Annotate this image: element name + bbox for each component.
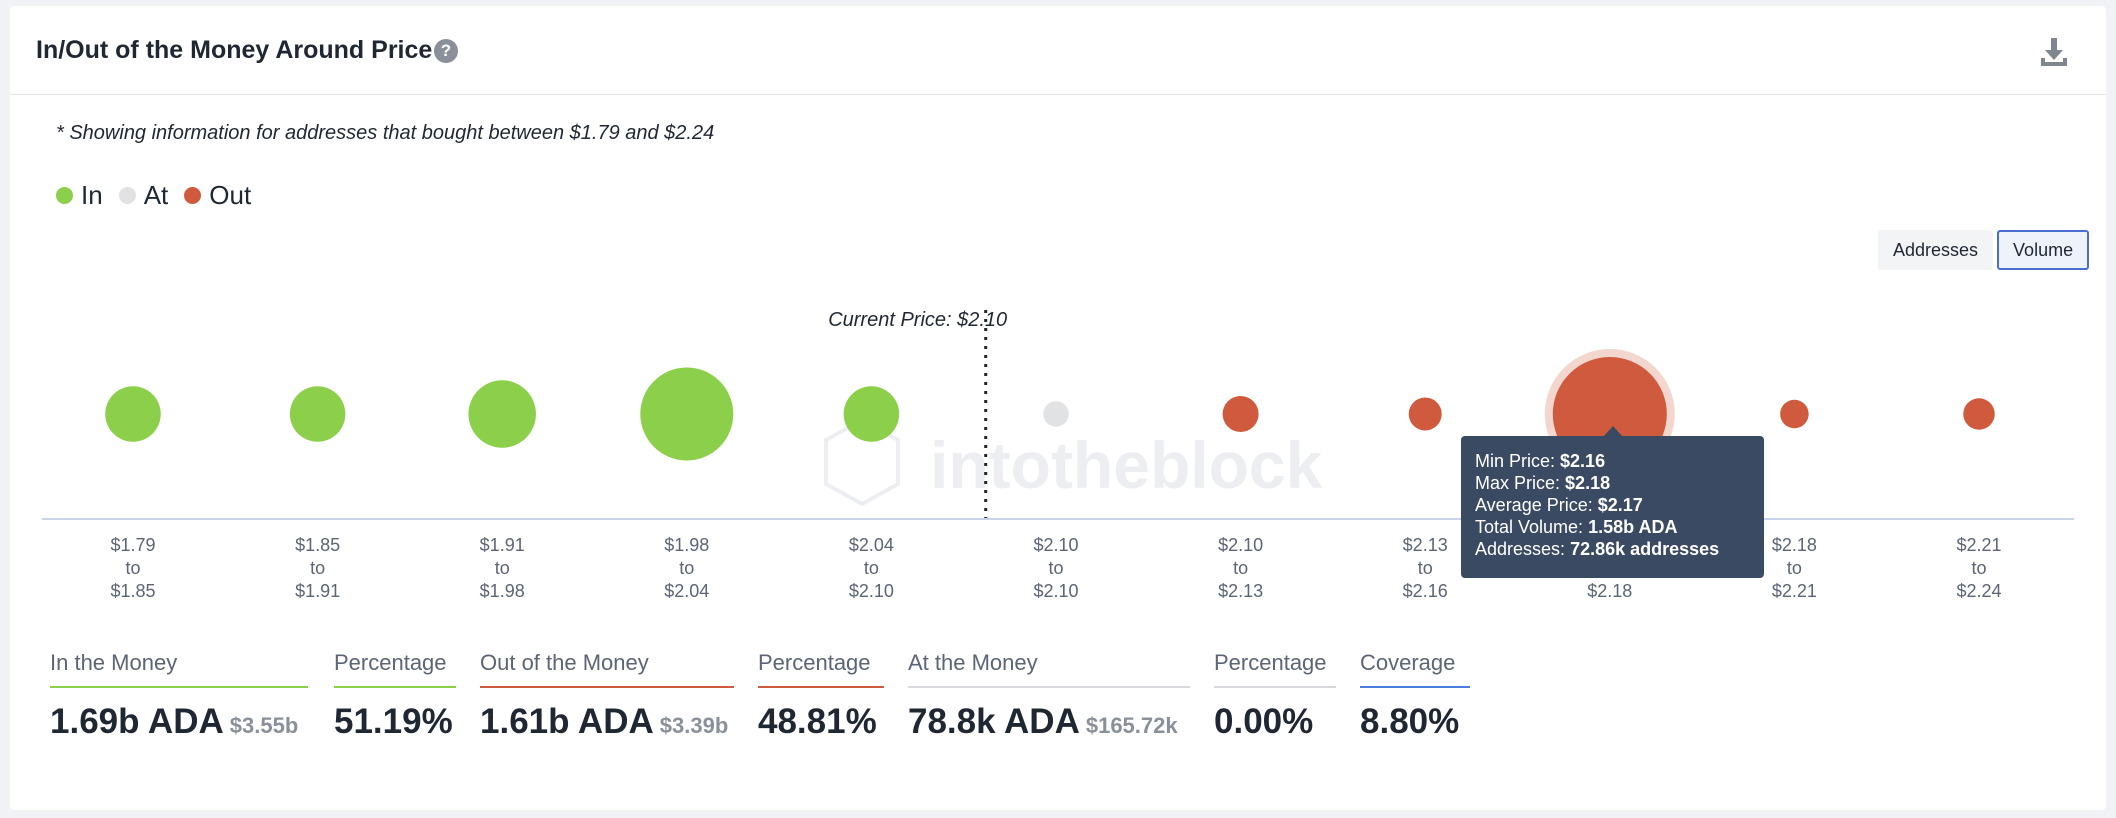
tick-label: to [1048, 558, 1063, 578]
tick-label: $2.16 [1403, 581, 1448, 601]
legend-item-in[interactable]: In [56, 180, 103, 211]
stat-out-of-the-money: Out of the Money 1.61b ADA $3.39b [480, 650, 734, 742]
card: In/Out of the Money Around Price ? * Sho… [10, 6, 2106, 810]
bubble-at [1043, 401, 1069, 427]
stat-value: 48.81% [758, 702, 877, 741]
tick-label: $1.98 [664, 535, 709, 555]
stat-value: 78.8k ADA $165.72k [908, 702, 1178, 741]
tooltip-row-volume: Total Volume: 1.58b ADA [1475, 517, 1678, 537]
tick-label: $2.10 [849, 581, 894, 601]
watermark: intotheblock [930, 428, 1323, 502]
tick-label: $2.18 [1587, 581, 1632, 601]
stat-value: 1.61b ADA $3.39b [480, 702, 729, 741]
tick-label: $2.10 [1218, 535, 1263, 555]
tick-label: to [1418, 558, 1433, 578]
download-icon[interactable] [2034, 32, 2074, 72]
bubble-in [468, 380, 536, 448]
stat-in-percentage: Percentage 51.19% [334, 650, 456, 742]
tick-label: $2.13 [1403, 535, 1448, 555]
help-icon[interactable]: ? [434, 39, 458, 63]
bubble-out [1222, 396, 1259, 432]
stat-in-the-money: In the Money 1.69b ADA $3.55b [50, 650, 308, 742]
tick-label: $2.21 [1772, 581, 1817, 601]
tooltip-row-addresses: Addresses: 72.86k addresses [1475, 539, 1720, 559]
tick-label: $2.21 [1956, 535, 2001, 555]
bubble-out [1963, 398, 1995, 430]
bubble-in [289, 386, 346, 442]
tick-label: $2.10 [1033, 535, 1078, 555]
range-note: * Showing information for addresses that… [56, 122, 715, 144]
stat-label: Coverage [1360, 650, 1470, 688]
card-header: In/Out of the Money Around Price ? [10, 6, 2106, 95]
stat-value: 0.00% [1214, 702, 1314, 741]
tick-label: $2.24 [1956, 581, 2001, 601]
stat-label: At the Money [908, 650, 1190, 688]
stat-label: Percentage [1214, 650, 1336, 688]
tick-label: $1.85 [295, 535, 340, 555]
stat-label: Out of the Money [480, 650, 734, 688]
stat-at-the-money: At the Money 78.8k ADA $165.72k [908, 650, 1190, 742]
tick-label: to [495, 558, 510, 578]
page-title: In/Out of the Money Around Price [36, 36, 433, 64]
stat-label: Percentage [758, 650, 884, 688]
legend: In At Out [56, 180, 267, 211]
current-price-label: Current Price: $2.10 [828, 309, 1007, 331]
tick-label: to [1233, 558, 1248, 578]
tick-label: to [1787, 558, 1802, 578]
tooltip-row-min: Min Price: $2.16 [1475, 451, 1606, 471]
legend-item-out[interactable]: Out [184, 180, 251, 211]
tick-label: to [864, 558, 879, 578]
legend-dot-in [56, 187, 73, 204]
legend-label-in: In [81, 180, 103, 210]
tick-label: to [679, 558, 694, 578]
stat-label: In the Money [50, 650, 308, 688]
tick-label: $1.85 [110, 581, 155, 601]
tooltip-arrow [1603, 426, 1623, 437]
stat-at-percentage: Percentage 0.00% [1214, 650, 1336, 742]
legend-label-out: Out [209, 180, 252, 210]
stat-out-percentage: Percentage 48.81% [758, 650, 884, 742]
metric-toggle: Addresses Volume [1878, 230, 2093, 270]
stat-value: 51.19% [334, 702, 453, 741]
tooltip: Min Price: $2.16 Max Price: $2.18 Averag… [1461, 436, 1764, 578]
tick-label: $1.91 [480, 535, 525, 555]
tick-label: $2.04 [664, 581, 709, 601]
tick-label: to [310, 558, 325, 578]
tick-label: $1.91 [295, 581, 340, 601]
stat-label: Percentage [334, 650, 456, 688]
tick-label: to [125, 558, 140, 578]
tick-label: $2.10 [1033, 581, 1078, 601]
tick-label: $1.79 [110, 535, 155, 555]
tick-label: $1.98 [480, 581, 525, 601]
stat-value: 8.80% [1360, 702, 1460, 741]
tick-label: $2.04 [849, 535, 894, 555]
bubble-in [105, 386, 161, 442]
tick-label: to [1971, 558, 1986, 578]
legend-dot-out [184, 187, 202, 204]
stat-coverage: Coverage 8.80% [1360, 650, 1470, 742]
tooltip-row-max: Max Price: $2.18 [1475, 473, 1611, 493]
bubble-out [1780, 399, 1809, 429]
bubble-in [843, 386, 900, 442]
legend-item-at[interactable]: At [118, 180, 169, 211]
addresses-toggle-button[interactable]: Addresses [1878, 230, 1994, 270]
legend-dot-at [118, 187, 136, 204]
tick-label: $2.13 [1218, 581, 1263, 601]
bubble-out [1408, 397, 1442, 431]
legend-label-at: At [143, 180, 169, 210]
tick-label: $2.18 [1772, 535, 1817, 555]
stat-value: 1.69b ADA $3.55b [50, 702, 299, 741]
tooltip-row-avg: Average Price: $2.17 [1475, 495, 1643, 515]
bubble-in [640, 367, 734, 461]
volume-toggle-button[interactable]: Volume [1997, 230, 2090, 270]
